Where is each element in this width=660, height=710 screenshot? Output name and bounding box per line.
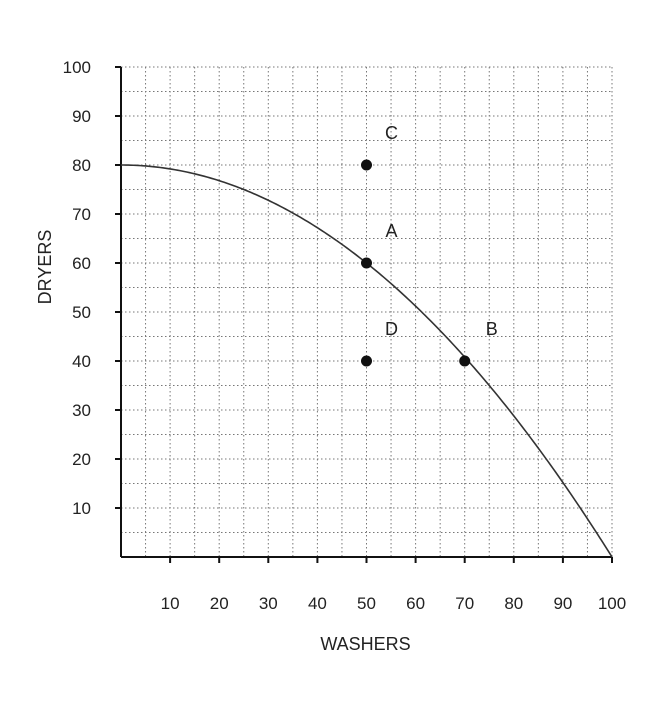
x-tick-label: 30 xyxy=(259,594,278,613)
points-layer: A B C D xyxy=(361,123,498,367)
y-tick-label: 70 xyxy=(72,205,91,224)
y-axis-title: DRYERS xyxy=(35,230,55,305)
x-tick-labels: 10 20 30 40 50 60 70 80 90 100 xyxy=(161,594,627,613)
x-tick-label: 90 xyxy=(553,594,572,613)
y-tick-label: 40 xyxy=(72,352,91,371)
x-tick-label: 100 xyxy=(598,594,626,613)
x-tick-label: 60 xyxy=(406,594,425,613)
x-tick-label: 80 xyxy=(504,594,523,613)
point-label-b: B xyxy=(486,319,498,339)
point-label-c: C xyxy=(385,123,398,143)
point-label-a: A xyxy=(385,221,397,241)
y-tick-label: 50 xyxy=(72,303,91,322)
x-tick-label: 10 xyxy=(161,594,180,613)
x-tick-label: 40 xyxy=(308,594,327,613)
point-label-d: D xyxy=(385,319,398,339)
point-c xyxy=(361,159,372,171)
y-tick-label: 30 xyxy=(72,401,91,420)
point-d xyxy=(361,355,372,367)
y-tick-label: 20 xyxy=(72,450,91,469)
y-tick-label: 90 xyxy=(72,107,91,126)
point-a xyxy=(361,257,372,269)
y-tick-labels: 10 20 30 40 50 60 70 80 90 100 xyxy=(63,58,91,518)
y-tick-label: 80 xyxy=(72,156,91,175)
y-tick-label: 60 xyxy=(72,254,91,273)
y-tick-label: 10 xyxy=(72,499,91,518)
x-tick-label: 70 xyxy=(455,594,474,613)
grid xyxy=(121,66,613,557)
x-tick-label: 20 xyxy=(210,594,229,613)
axes xyxy=(115,66,613,563)
x-axis-title: WASHERS xyxy=(320,634,410,654)
point-b xyxy=(459,355,471,367)
x-tick-label: 50 xyxy=(357,594,376,613)
y-tick-label: 100 xyxy=(63,58,91,77)
